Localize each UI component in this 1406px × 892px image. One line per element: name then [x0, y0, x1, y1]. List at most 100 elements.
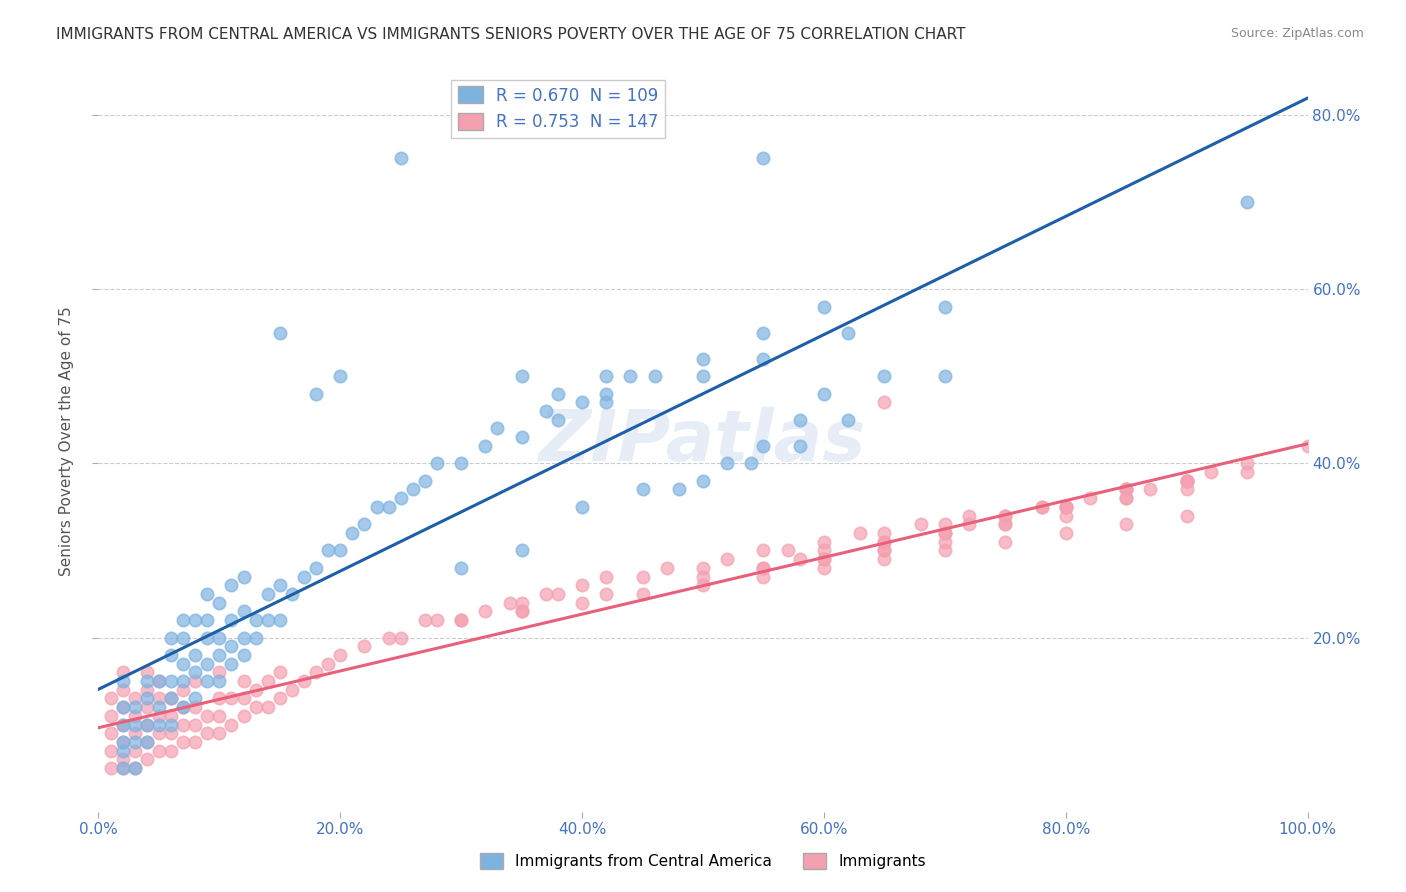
Point	[256, 674, 278, 689]
Point	[208, 709, 231, 723]
Point	[873, 534, 896, 549]
Point	[148, 717, 170, 731]
Point	[148, 674, 170, 689]
Point	[752, 326, 775, 340]
Point	[534, 404, 557, 418]
Point	[873, 534, 896, 549]
Point	[111, 735, 134, 749]
Point	[752, 351, 775, 366]
Point	[450, 456, 472, 470]
Point	[305, 561, 328, 575]
Point	[100, 709, 122, 723]
Point	[547, 587, 569, 601]
Point	[184, 648, 207, 662]
Point	[184, 735, 207, 749]
Point	[232, 569, 254, 583]
Point	[111, 700, 134, 714]
Point	[269, 326, 291, 340]
Point	[752, 569, 775, 583]
Point	[135, 752, 157, 766]
Point	[510, 596, 533, 610]
Point	[172, 700, 194, 714]
Point	[994, 517, 1017, 532]
Point	[111, 735, 134, 749]
Point	[934, 369, 956, 384]
Legend: Immigrants from Central America, Immigrants: Immigrants from Central America, Immigra…	[474, 847, 932, 875]
Point	[1236, 456, 1258, 470]
Point	[172, 674, 194, 689]
Point	[1115, 491, 1137, 505]
Point	[366, 500, 388, 514]
Point	[329, 648, 352, 662]
Point	[1115, 491, 1137, 505]
Point	[329, 543, 352, 558]
Point	[389, 491, 412, 505]
Point	[124, 735, 146, 749]
Point	[111, 665, 134, 680]
Point	[124, 691, 146, 706]
Point	[269, 691, 291, 706]
Point	[124, 700, 146, 714]
Point	[245, 613, 267, 627]
Point	[813, 543, 835, 558]
Point	[740, 456, 762, 470]
Y-axis label: Seniors Poverty Over the Age of 75: Seniors Poverty Over the Age of 75	[59, 307, 75, 576]
Point	[1054, 508, 1077, 523]
Point	[148, 709, 170, 723]
Point	[353, 639, 375, 653]
Point	[1031, 500, 1053, 514]
Point	[160, 691, 183, 706]
Point	[873, 543, 896, 558]
Point	[124, 744, 146, 758]
Point	[595, 369, 617, 384]
Point	[1236, 194, 1258, 209]
Point	[221, 717, 243, 731]
Point	[124, 726, 146, 740]
Point	[873, 543, 896, 558]
Point	[195, 631, 218, 645]
Point	[221, 657, 243, 671]
Point	[571, 500, 593, 514]
Point	[232, 604, 254, 618]
Point	[135, 700, 157, 714]
Point	[837, 326, 859, 340]
Point	[957, 517, 980, 532]
Point	[111, 752, 134, 766]
Point	[1236, 465, 1258, 479]
Point	[111, 761, 134, 775]
Point	[148, 726, 170, 740]
Point	[450, 613, 472, 627]
Point	[184, 700, 207, 714]
Point	[100, 744, 122, 758]
Point	[160, 726, 183, 740]
Point	[402, 483, 425, 497]
Point	[571, 578, 593, 592]
Point	[595, 587, 617, 601]
Point	[571, 596, 593, 610]
Point	[172, 631, 194, 645]
Point	[813, 300, 835, 314]
Point	[160, 674, 183, 689]
Point	[934, 534, 956, 549]
Point	[353, 517, 375, 532]
Point	[160, 648, 183, 662]
Point	[184, 665, 207, 680]
Point	[184, 691, 207, 706]
Point	[1175, 508, 1198, 523]
Point	[534, 587, 557, 601]
Point	[148, 674, 170, 689]
Point	[934, 300, 956, 314]
Point	[934, 526, 956, 541]
Point	[1296, 439, 1319, 453]
Point	[256, 613, 278, 627]
Point	[450, 561, 472, 575]
Point	[595, 569, 617, 583]
Point	[1175, 474, 1198, 488]
Point	[269, 613, 291, 627]
Point	[245, 631, 267, 645]
Point	[1031, 500, 1053, 514]
Point	[813, 552, 835, 566]
Point	[595, 386, 617, 401]
Point	[789, 413, 811, 427]
Point	[1054, 500, 1077, 514]
